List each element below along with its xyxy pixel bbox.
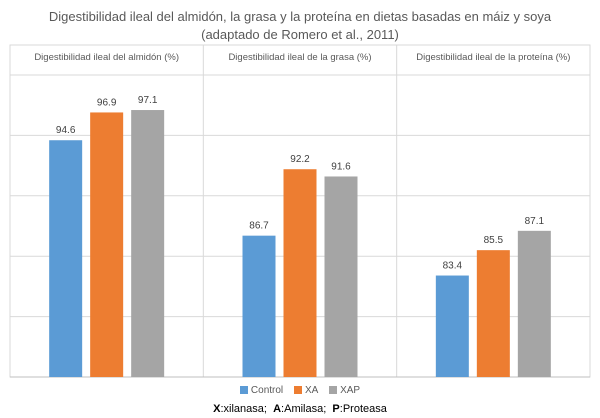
legend-label-xa: XA: [304, 385, 319, 396]
data-label: 96.9: [97, 97, 117, 108]
bar: [435, 275, 469, 377]
legend-swatch-xa: [293, 386, 302, 394]
data-label: 85.5: [484, 235, 504, 246]
panel-title: Digestibilidad ileal de la grasa (%): [228, 52, 371, 63]
legend-item-xa: XA: [293, 385, 319, 396]
footnote-a-key: A: [273, 403, 282, 415]
data-label: 94.6: [56, 125, 76, 136]
data-label: 87.1: [525, 216, 545, 227]
chart-title-line-1: Digestibilidad ileal del almidón, la gra…: [48, 9, 552, 24]
chart-title: Digestibilidad ileal del almidón, la gra…: [0, 8, 600, 44]
bar: [517, 230, 551, 377]
enzyme-footnote: X:xilanasa; A:Amilasa; P:Proteasa: [0, 403, 600, 415]
legend-label-control: Control: [250, 385, 284, 396]
footnote-x-key: X: [213, 403, 221, 415]
bar: [90, 112, 124, 377]
panel-title: Digestibilidad ileal de la proteína (%): [416, 52, 570, 63]
legend-swatch-xap: [329, 386, 338, 394]
data-label: 97.1: [138, 95, 158, 106]
footnote-x-text: :xilanasa;: [220, 403, 267, 415]
panel-title: Digestibilidad ileal del almidón (%): [34, 52, 179, 63]
footnote-a-text: :Amilasa;: [281, 403, 327, 415]
footnote-p-text: :Proteasa: [339, 403, 387, 415]
legend-swatch-control: [239, 386, 248, 394]
footnote-p-key: P: [332, 403, 340, 415]
chart-title-line-2: (adaptado de Romero et al., 2011): [201, 27, 399, 42]
bar: [242, 235, 276, 377]
bar: [476, 250, 510, 377]
data-label: 86.7: [249, 221, 269, 232]
bar: [324, 176, 358, 377]
data-label: 83.4: [443, 261, 463, 272]
data-label: 92.2: [290, 154, 310, 165]
data-label: 91.6: [331, 161, 351, 172]
bar: [283, 169, 317, 377]
legend-label-xap: XAP: [340, 385, 361, 396]
bar: [49, 140, 83, 377]
legend-item-control: Control: [239, 385, 284, 396]
bar: [131, 110, 165, 378]
chart-legend: Control XA XAP: [0, 385, 600, 396]
legend-item-xap: XAP: [329, 385, 360, 396]
